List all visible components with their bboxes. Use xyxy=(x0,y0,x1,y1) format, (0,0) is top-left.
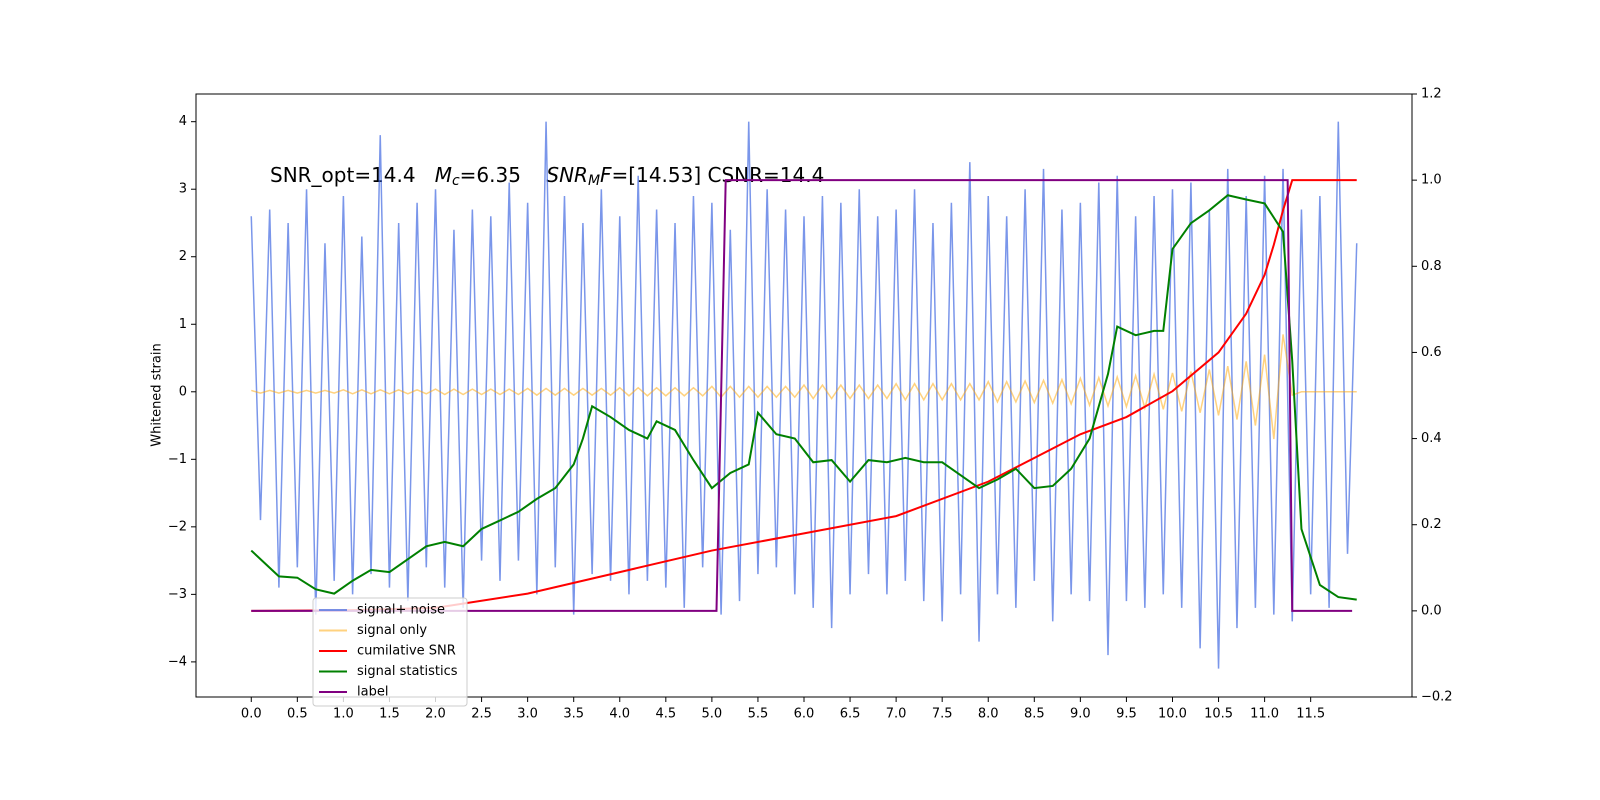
y2-tick-label: −0.2 xyxy=(1421,690,1453,705)
series-line xyxy=(250,121,1358,669)
x-tick-label: 6.5 xyxy=(840,707,861,722)
legend-box xyxy=(312,597,468,707)
x-tick-label: 7.0 xyxy=(886,707,907,722)
x-tick-label: 3.0 xyxy=(517,707,538,722)
x-tick-label: 0.5 xyxy=(287,707,308,722)
annotation-part: M xyxy=(435,163,452,187)
y-tick-label: 4 xyxy=(179,114,187,129)
x-tick-label: 11.5 xyxy=(1296,707,1325,722)
x-tick-label: 8.0 xyxy=(978,707,999,722)
x-tick-label: 9.0 xyxy=(1070,707,1091,722)
x-tick-label: 5.5 xyxy=(748,707,769,722)
y2-tick-label: 0.2 xyxy=(1421,517,1442,532)
series-line xyxy=(251,179,1353,612)
x-tick-label: 4.0 xyxy=(609,707,630,722)
y-tick-label: −3 xyxy=(168,587,187,602)
annotation-part: =[14.53] CSNR=14.4 xyxy=(612,163,825,187)
legend-label: signal statistics xyxy=(357,664,458,679)
y-tick-label: 3 xyxy=(179,182,187,197)
annotation-part: =6.35 xyxy=(460,163,547,187)
x-tick-label: 3.5 xyxy=(563,707,584,722)
legend-label: label xyxy=(357,685,388,700)
annotation-part: c xyxy=(452,173,460,189)
series-line xyxy=(251,179,1357,612)
x-tick-label: 9.5 xyxy=(1116,707,1137,722)
legend-label: signal+ noise xyxy=(357,603,445,618)
legend: signal+ noise signal only cumilative SNR si… xyxy=(312,597,468,707)
y-tick-label: 0 xyxy=(179,384,187,399)
annotation-part: F xyxy=(600,163,612,187)
y2-tick-label: 0.0 xyxy=(1421,603,1442,618)
x-tick-label: 8.5 xyxy=(1024,707,1045,722)
annotation-part: M xyxy=(588,173,600,189)
y2-tick-label: 0.4 xyxy=(1421,431,1442,446)
x-tick-label: 2.0 xyxy=(425,707,446,722)
x-tick-label: 1.5 xyxy=(379,707,400,722)
y-tick-label: −2 xyxy=(168,519,187,534)
legend-label: cumilative SNR xyxy=(357,644,456,659)
y-axis-label: Whitened strain xyxy=(150,343,165,446)
y-tick-label: −4 xyxy=(168,654,187,669)
x-tick-label: 2.5 xyxy=(471,707,492,722)
y2-tick-label: 1.2 xyxy=(1421,87,1442,102)
annotation: SNR_opt=14.4 Mc=6.35 SNRMF=[14.53] CSNR=… xyxy=(270,163,824,190)
series-line xyxy=(251,334,1357,440)
x-tick-label: 6.0 xyxy=(794,707,815,722)
x-tick-label: 1.0 xyxy=(333,707,354,722)
annotation-part: SNR_opt=14.4 xyxy=(270,163,435,187)
annotation-part: SNR xyxy=(546,163,588,187)
series-line xyxy=(250,194,1357,601)
y2-tick-label: 0.8 xyxy=(1421,259,1442,274)
y-tick-label: 2 xyxy=(179,249,187,264)
y2-tick-label: 0.6 xyxy=(1421,345,1442,360)
x-tick-label: 10.0 xyxy=(1158,707,1187,722)
x-tick-label: 5.0 xyxy=(702,707,723,722)
x-tick-label: 4.5 xyxy=(655,707,676,722)
x-tick-label: 0.0 xyxy=(241,707,262,722)
x-tick-label: 10.5 xyxy=(1204,707,1233,722)
y-tick-label: 1 xyxy=(179,317,187,332)
legend-label: signal only xyxy=(357,623,427,638)
x-tick-label: 11.0 xyxy=(1250,707,1279,722)
y-tick-label: −1 xyxy=(168,452,187,467)
x-tick-label: 7.5 xyxy=(932,707,953,722)
y2-tick-label: 1.0 xyxy=(1421,173,1442,188)
